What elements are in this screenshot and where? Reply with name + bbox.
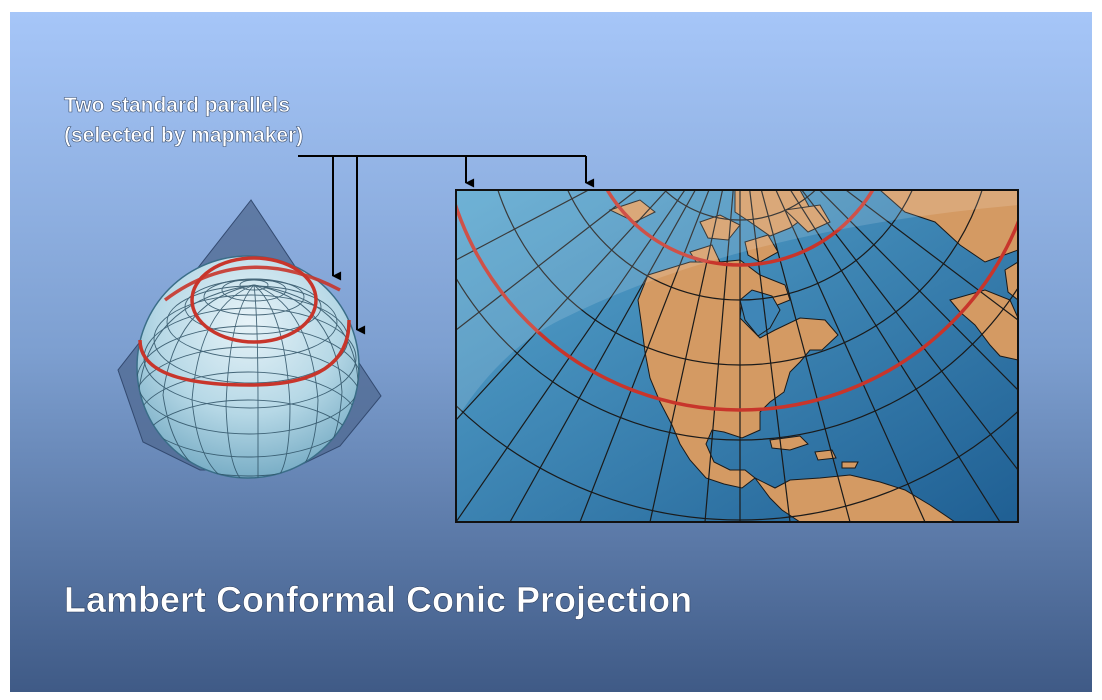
globe-graticule xyxy=(137,278,359,478)
projected-map xyxy=(455,189,1019,523)
map-parallels xyxy=(456,190,1018,521)
map-standard-parallel-lower xyxy=(456,200,1018,412)
annotation-arrows xyxy=(298,155,595,335)
map-standard-parallel-upper xyxy=(605,190,875,267)
globe-standard-parallel-lower xyxy=(138,319,351,387)
annotation-line-1: Two standard parallels xyxy=(64,94,290,117)
map-hudson-bay xyxy=(739,289,781,337)
map-meridians xyxy=(456,190,1018,522)
globe-upper-rim xyxy=(163,265,341,302)
map-border xyxy=(455,189,1019,523)
cone-globe-illustration xyxy=(117,199,382,479)
annotation-line-2: (selected by mapmaker) xyxy=(64,124,303,147)
globe-standard-parallel-upper xyxy=(190,256,318,344)
map-glare xyxy=(456,190,1018,420)
diagram-title: Lambert Conformal Conic Projection xyxy=(64,579,692,620)
